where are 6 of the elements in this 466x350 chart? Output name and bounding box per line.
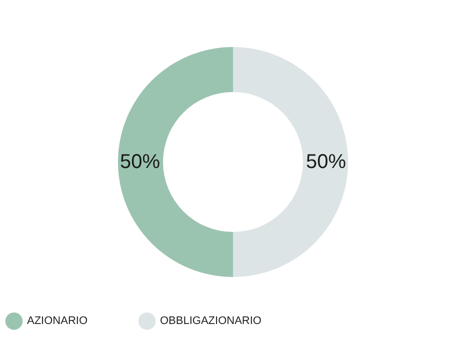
donut-slice <box>233 47 348 277</box>
data-label: 50% <box>306 151 346 173</box>
donut-slice <box>118 47 233 277</box>
legend-label: AZIONARIO <box>27 315 88 328</box>
legend-label: OBBLIGAZIONARIO <box>160 315 262 328</box>
data-label: 50% <box>120 151 160 173</box>
